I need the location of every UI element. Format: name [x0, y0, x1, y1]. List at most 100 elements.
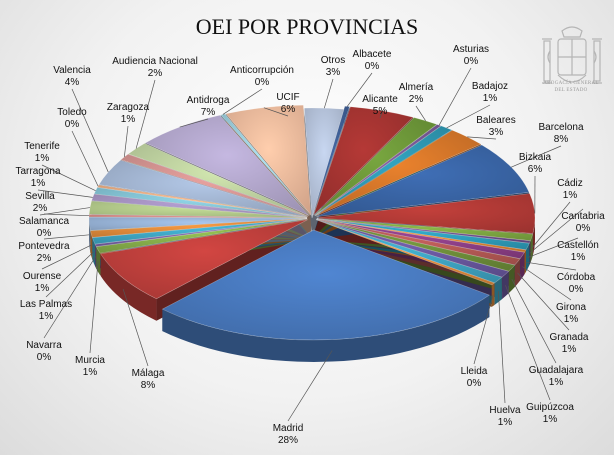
- slice-value-murcia: 1%: [83, 367, 98, 378]
- slice-value-zaragoza: 1%: [121, 114, 136, 125]
- leader-line-badajoz: [446, 104, 491, 129]
- leader-line-barcelona: [511, 145, 562, 168]
- leader-line-anticorrupci-n: [222, 88, 263, 115]
- leader-line-valencia: [71, 88, 109, 173]
- leader-line-c-diz: [531, 201, 571, 249]
- slice-value-castell-n: 1%: [571, 252, 586, 263]
- slice-side-pontevedra: [89, 218, 91, 253]
- slice-antidroga: [144, 114, 310, 216]
- slice-c-diz: [316, 218, 534, 242]
- slice-guadalajara: [316, 219, 516, 272]
- slice-label-bizkaia: Bizkaia: [519, 152, 552, 163]
- leader-line-tenerife: [41, 164, 96, 191]
- slice-label-asturias: Asturias: [453, 44, 489, 55]
- slice-label-guip-zcoa: Guipúzcoa: [526, 402, 574, 413]
- leader-line-navarra: [43, 256, 96, 339]
- slice-granada: [316, 218, 521, 266]
- leader-line-alicante: [379, 110, 383, 119]
- slice-side-granada: [514, 258, 520, 287]
- slice-label-las-palmas: Las Palmas: [20, 299, 72, 310]
- slice-value-tarragona: 1%: [31, 178, 46, 189]
- slice-side-castell-n: [525, 243, 530, 272]
- slice-value-salamanca: 0%: [37, 228, 52, 239]
- leader-line-guadalajara: [511, 278, 557, 364]
- slice-value-guadalajara: 1%: [549, 377, 564, 388]
- slice-label-murcia: Murcia: [75, 355, 105, 366]
- slice-label-audiencia-nacional: Audiencia Nacional: [112, 56, 198, 67]
- slice-label-anticorrupci-n: Anticorrupción: [230, 65, 294, 76]
- slice-pontevedra: [88, 216, 308, 231]
- slice-value-granada: 1%: [562, 344, 577, 355]
- slice-label-almer-a: Almería: [399, 82, 434, 93]
- slice-label-pontevedra: Pontevedra: [18, 241, 70, 252]
- slice-cantabria: [316, 218, 531, 244]
- slice-value-sevilla: 2%: [33, 203, 48, 214]
- leader-line-m-laga: [122, 288, 149, 367]
- slice-value-pontevedra: 2%: [37, 253, 52, 264]
- slice-label-ucif: UCIF: [276, 92, 299, 103]
- leader-line-lleida: [473, 294, 494, 365]
- emblem-caption: ABOGACÍA GENERAL DEL ESTADO: [531, 80, 611, 94]
- slice-value-anticorrupci-n: 0%: [255, 77, 270, 88]
- slice-toledo: [96, 184, 308, 218]
- slice-side-navarra: [95, 244, 97, 269]
- slice-label-alicante: Alicante: [362, 94, 398, 105]
- leader-line-audiencia-nacional: [135, 79, 156, 149]
- leader-line-salamanca: [43, 213, 90, 217]
- slice-c-rdoba: [316, 218, 527, 253]
- slice-label-baleares: Baleares: [476, 115, 515, 126]
- pie-tops: [88, 104, 536, 341]
- slice-m-laga: [100, 219, 308, 300]
- leader-line-madrid: [287, 350, 333, 422]
- slice-value-navarra: 0%: [37, 352, 52, 363]
- slice-ourense: [90, 218, 308, 238]
- slice-value-cantabria: 0%: [576, 223, 591, 234]
- slice-side-huelva: [494, 277, 502, 305]
- slice-value-barcelona: 8%: [554, 134, 569, 145]
- slice-castell-n: [316, 218, 530, 251]
- slice-label-valencia: Valencia: [53, 65, 91, 76]
- leader-line-otros: [323, 78, 334, 109]
- slice-madrid: [161, 229, 490, 341]
- slice-label-zaragoza: Zaragoza: [107, 102, 150, 113]
- slice-value-audiencia-nacional: 2%: [148, 68, 163, 79]
- slice-value-m-laga: 8%: [141, 380, 156, 391]
- slice-value-albacete: 0%: [365, 61, 380, 72]
- slice-label-guadalajara: Guadalajara: [529, 365, 584, 376]
- slice-salamanca: [88, 214, 308, 219]
- slice-navarra: [94, 218, 308, 247]
- leader-line-las-palmas: [45, 251, 94, 298]
- slice-side-madrid: [162, 295, 490, 362]
- emblem-caption-line2: DEL ESTADO: [554, 88, 588, 93]
- slice-guip-zcoa: [316, 219, 510, 278]
- slice-value-alicante: 5%: [373, 106, 388, 117]
- leader-line-guip-zcoa: [505, 285, 551, 401]
- slice-value-ucif: 6%: [281, 104, 296, 115]
- slice-label-albacete: Albacete: [353, 49, 392, 60]
- leader-line-toledo: [71, 130, 99, 187]
- slice-value-c-diz: 1%: [563, 190, 578, 201]
- slice-label-huelva: Huelva: [489, 405, 521, 416]
- slice-tenerife: [93, 187, 308, 218]
- slice-side-ourense: [90, 230, 93, 260]
- slice-value-girona: 1%: [564, 314, 579, 325]
- slice-side-girona: [520, 252, 525, 281]
- slice-albacete: [312, 105, 350, 216]
- leader-line-albacete: [346, 72, 373, 107]
- slice-value-tenerife: 1%: [35, 153, 50, 164]
- leader-line-sevilla: [39, 207, 91, 216]
- slice-value-antidroga: 7%: [201, 107, 216, 118]
- slice-girona: [316, 218, 525, 259]
- slice-label-barcelona: Barcelona: [538, 122, 583, 133]
- leader-line-baleares: [467, 136, 497, 140]
- slice-side-m-laga: [100, 253, 157, 321]
- slice-value-bizkaia: 6%: [528, 164, 543, 175]
- slice-label-c-diz: Cádiz: [557, 178, 583, 189]
- slice-label-girona: Girona: [556, 302, 586, 313]
- slice-value-lleida: 0%: [467, 378, 482, 389]
- leader-line-almer-a: [415, 105, 426, 121]
- leader-line-antidroga: [179, 118, 209, 128]
- slice-label-cantabria: Cantabria: [561, 211, 605, 222]
- slice-value-baleares: 3%: [489, 127, 504, 138]
